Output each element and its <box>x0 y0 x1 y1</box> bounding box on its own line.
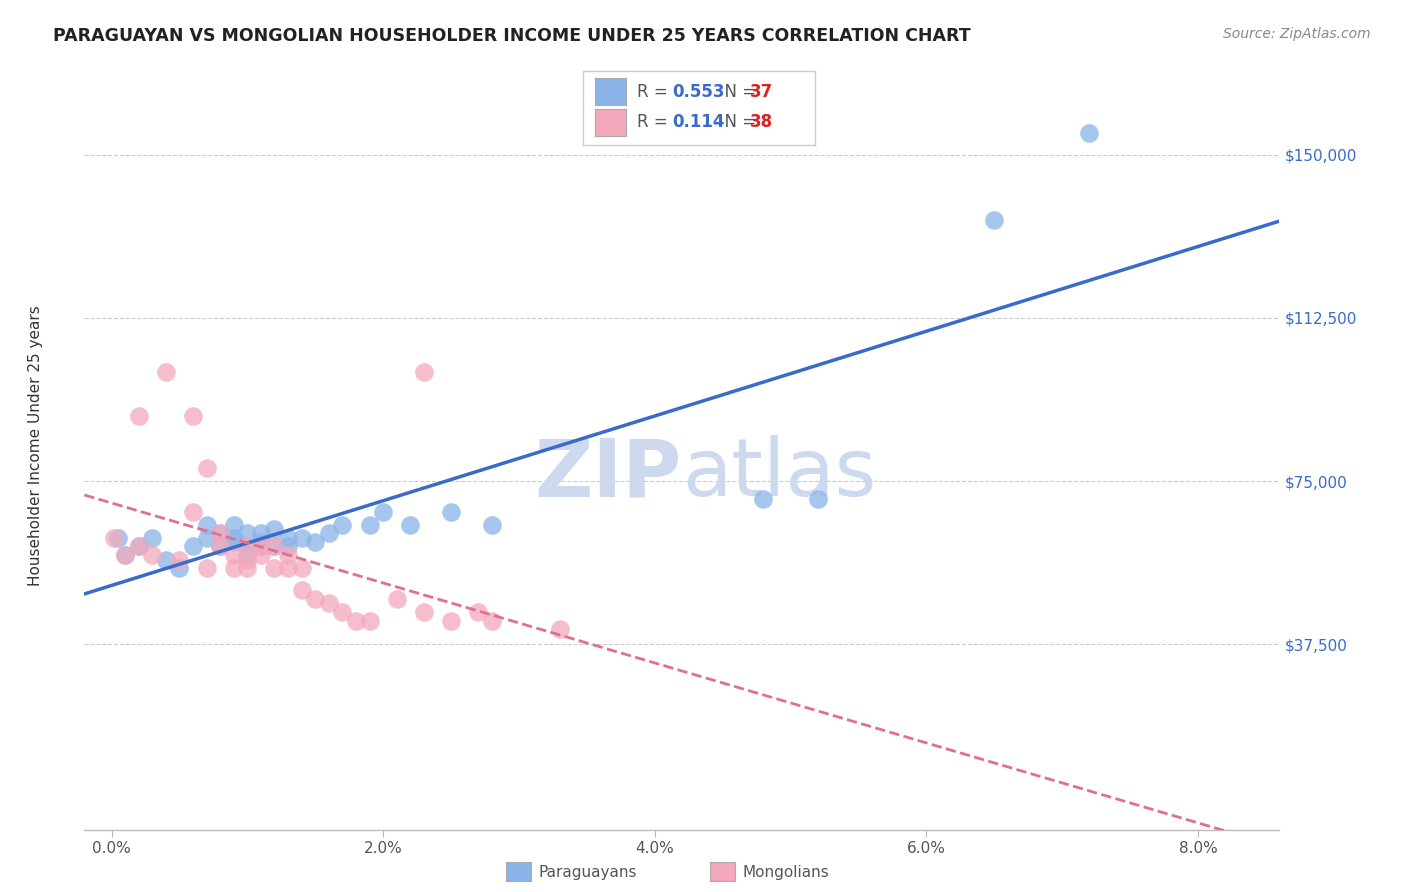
Point <box>195 531 218 545</box>
Text: 37: 37 <box>749 83 773 101</box>
Point <box>359 614 381 628</box>
Text: N =: N = <box>714 83 762 101</box>
Point <box>344 614 367 628</box>
Point <box>141 548 163 562</box>
Point <box>332 605 354 619</box>
Point <box>318 526 340 541</box>
Point <box>318 596 340 610</box>
Point <box>181 505 204 519</box>
Text: R =: R = <box>637 113 678 131</box>
Point <box>277 531 299 545</box>
Text: Householder Income Under 25 years: Householder Income Under 25 years <box>28 306 42 586</box>
Point <box>209 526 232 541</box>
Point <box>983 212 1005 227</box>
Point <box>412 605 434 619</box>
Point <box>236 561 259 575</box>
Point <box>263 540 285 554</box>
Point <box>195 517 218 532</box>
Point <box>236 526 259 541</box>
Point <box>807 491 830 506</box>
Point <box>181 540 204 554</box>
Point <box>222 531 245 545</box>
Point <box>250 548 273 562</box>
Point <box>752 491 775 506</box>
Text: Mongolians: Mongolians <box>742 865 830 880</box>
Point <box>181 409 204 423</box>
Point <box>250 540 273 554</box>
Text: Paraguayans: Paraguayans <box>538 865 637 880</box>
Point <box>481 614 503 628</box>
Point <box>277 561 299 575</box>
Text: N =: N = <box>714 113 762 131</box>
Point <box>304 591 326 606</box>
Point <box>222 535 245 549</box>
Point <box>236 552 259 566</box>
Point <box>141 531 163 545</box>
Point <box>291 582 314 597</box>
Point <box>169 552 191 566</box>
Point <box>114 548 136 562</box>
Text: PARAGUAYAN VS MONGOLIAN HOUSEHOLDER INCOME UNDER 25 YEARS CORRELATION CHART: PARAGUAYAN VS MONGOLIAN HOUSEHOLDER INCO… <box>53 27 972 45</box>
Point <box>114 548 136 562</box>
Point <box>128 540 150 554</box>
Point <box>222 548 245 562</box>
Point <box>304 535 326 549</box>
Point <box>107 531 129 545</box>
Point <box>236 540 259 554</box>
Point <box>250 535 273 549</box>
Point <box>385 591 408 606</box>
Point <box>277 548 299 562</box>
Point <box>128 540 150 554</box>
Point <box>222 561 245 575</box>
Point <box>481 517 503 532</box>
Point <box>548 622 571 636</box>
Text: 38: 38 <box>749 113 772 131</box>
Point <box>467 605 489 619</box>
Point <box>263 522 285 536</box>
Point <box>263 561 285 575</box>
Text: 0.114: 0.114 <box>672 113 724 131</box>
Point <box>373 505 395 519</box>
Point <box>103 531 125 545</box>
Point <box>291 561 314 575</box>
Point <box>222 517 245 532</box>
Point <box>155 552 177 566</box>
Point <box>209 540 232 554</box>
Point <box>1078 126 1101 140</box>
Text: 0.553: 0.553 <box>672 83 724 101</box>
Point <box>195 461 218 475</box>
Point <box>250 526 273 541</box>
Text: atlas: atlas <box>682 435 876 513</box>
Point <box>250 540 273 554</box>
Point <box>209 526 232 541</box>
Point <box>359 517 381 532</box>
Point <box>195 561 218 575</box>
Point <box>440 614 463 628</box>
Point <box>236 548 259 562</box>
Point <box>236 540 259 554</box>
Point <box>399 517 422 532</box>
Point <box>332 517 354 532</box>
Point <box>209 540 232 554</box>
Point <box>128 409 150 423</box>
Text: Source: ZipAtlas.com: Source: ZipAtlas.com <box>1223 27 1371 41</box>
Text: ZIP: ZIP <box>534 435 682 513</box>
Point <box>263 540 285 554</box>
Point <box>155 365 177 379</box>
Point <box>440 505 463 519</box>
Point <box>412 365 434 379</box>
Point <box>291 531 314 545</box>
Point <box>277 540 299 554</box>
Point <box>169 561 191 575</box>
Text: R =: R = <box>637 83 673 101</box>
